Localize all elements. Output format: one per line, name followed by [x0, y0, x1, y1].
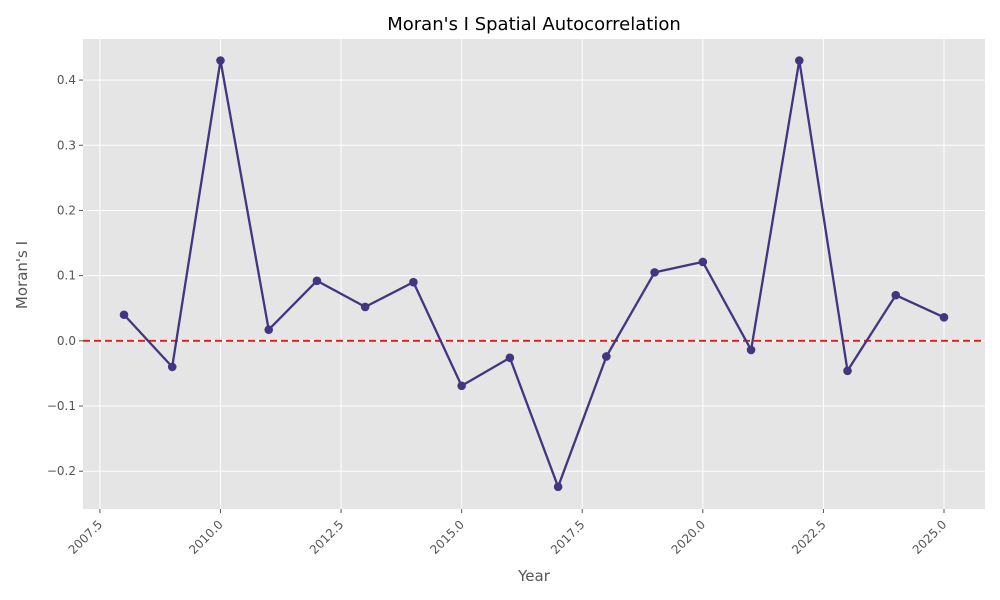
- data-point: [698, 257, 708, 267]
- plot-background: [83, 39, 985, 509]
- data-point: [312, 276, 322, 286]
- data-point: [409, 277, 418, 287]
- data-point: [553, 482, 563, 492]
- chart-title: Moran's I Spatial Autocorrelation: [387, 14, 681, 35]
- data-point: [650, 268, 659, 277]
- y-tick-label: 0.0: [57, 334, 76, 348]
- x-axis-title: Year: [517, 567, 551, 585]
- data-point: [360, 302, 370, 312]
- data-point: [843, 366, 852, 376]
- y-tick-label: 0.1: [57, 269, 76, 283]
- x-tick-label: 2022.5: [789, 517, 829, 557]
- y-tick-label: −0.1: [47, 399, 76, 413]
- y-tick-label: 0.2: [57, 203, 76, 217]
- y-tick-label: −0.2: [47, 464, 76, 478]
- data-point: [891, 290, 901, 300]
- x-tick-label: 2017.5: [548, 517, 588, 557]
- data-point: [505, 353, 515, 363]
- x-tick-label: 2012.5: [307, 517, 347, 557]
- x-tick-label: 2025.0: [910, 517, 950, 557]
- x-tick-label: 2015.0: [427, 517, 467, 557]
- data-point: [264, 325, 274, 335]
- data-point: [216, 56, 225, 65]
- grid-layer: [83, 39, 985, 509]
- data-point: [167, 362, 177, 372]
- data-point: [746, 345, 756, 355]
- data-point: [119, 310, 129, 320]
- data-point: [602, 352, 611, 361]
- series-layer: [119, 56, 949, 492]
- data-point: [794, 56, 804, 65]
- y-tick-label: 0.4: [57, 73, 76, 87]
- data-point: [457, 381, 466, 391]
- y-tick-label: 0.3: [57, 138, 76, 152]
- data-point: [939, 313, 949, 322]
- x-tick-label: 2010.0: [186, 517, 226, 557]
- y-axis-title: Moran's I: [13, 241, 31, 309]
- x-tick-label: 2020.0: [669, 517, 709, 557]
- series-line: [123, 59, 945, 488]
- x-tick-label: 2007.5: [66, 517, 106, 557]
